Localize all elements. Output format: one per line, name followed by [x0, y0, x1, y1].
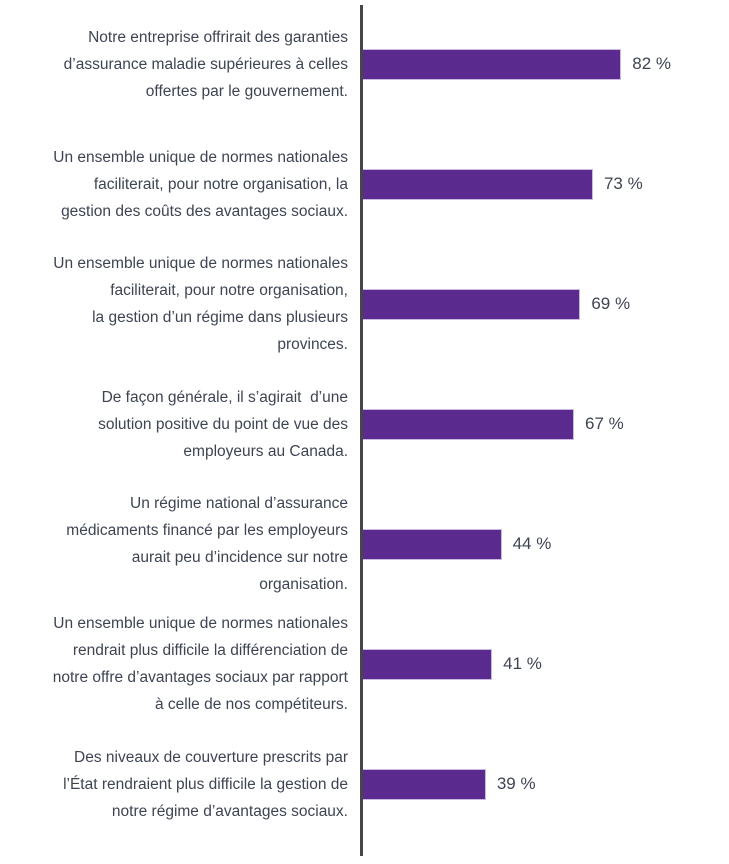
- bar-area: 39 %: [348, 768, 729, 800]
- value-label: 41 %: [503, 654, 542, 673]
- bar-area: 67 %: [348, 408, 729, 440]
- category-label: Un ensemble unique de normes nationales …: [52, 615, 348, 713]
- category-label: Un ensemble unique de normes nationales …: [53, 148, 348, 220]
- bar: [363, 288, 581, 320]
- bar-area: 41 %: [348, 648, 729, 680]
- value-label: 44 %: [512, 534, 552, 553]
- chart-row: Notre entreprise offrirait des garanties…: [0, 4, 729, 124]
- bar: [363, 408, 575, 440]
- bar: [363, 528, 502, 560]
- value-label: 67 %: [585, 414, 624, 433]
- bar-area: 82 %: [348, 48, 729, 80]
- bar: [363, 48, 622, 80]
- bar: [363, 168, 593, 200]
- value-label: 73 %: [603, 174, 643, 193]
- category-label: Un régime national d’assurance médicamen…: [66, 495, 348, 593]
- bar-area: 44 %: [348, 528, 729, 560]
- category-label: De façon générale, il s’agirait d’une so…: [98, 388, 348, 460]
- bar: [363, 768, 486, 800]
- chart-row: Un ensemble unique de normes nationales …: [0, 244, 729, 364]
- bar-area: 69 %: [348, 288, 729, 320]
- value-label: 39 %: [496, 774, 536, 793]
- value-label: 69 %: [591, 294, 631, 313]
- chart-row: Des niveaux de couverture prescrits par …: [0, 724, 729, 844]
- value-label: 82 %: [632, 54, 672, 73]
- chart-row: Un ensemble unique de normes nationales …: [0, 124, 729, 244]
- chart-row: Un ensemble unique de normes nationales …: [0, 604, 729, 724]
- y-axis-baseline: [360, 5, 363, 856]
- category-label: Un ensemble unique de normes nationales …: [53, 255, 348, 353]
- chart-row: De façon générale, il s’agirait d’une so…: [0, 364, 729, 484]
- category-label: Notre entreprise offrirait des garanties…: [63, 28, 348, 100]
- bar-area: 73 %: [348, 168, 729, 200]
- bar: [363, 648, 493, 680]
- chart-rows: Notre entreprise offrirait des garanties…: [0, 4, 729, 844]
- chart-row: Un régime national d’assurance médicamen…: [0, 484, 729, 604]
- category-label: Des niveaux de couverture prescrits par …: [63, 748, 348, 820]
